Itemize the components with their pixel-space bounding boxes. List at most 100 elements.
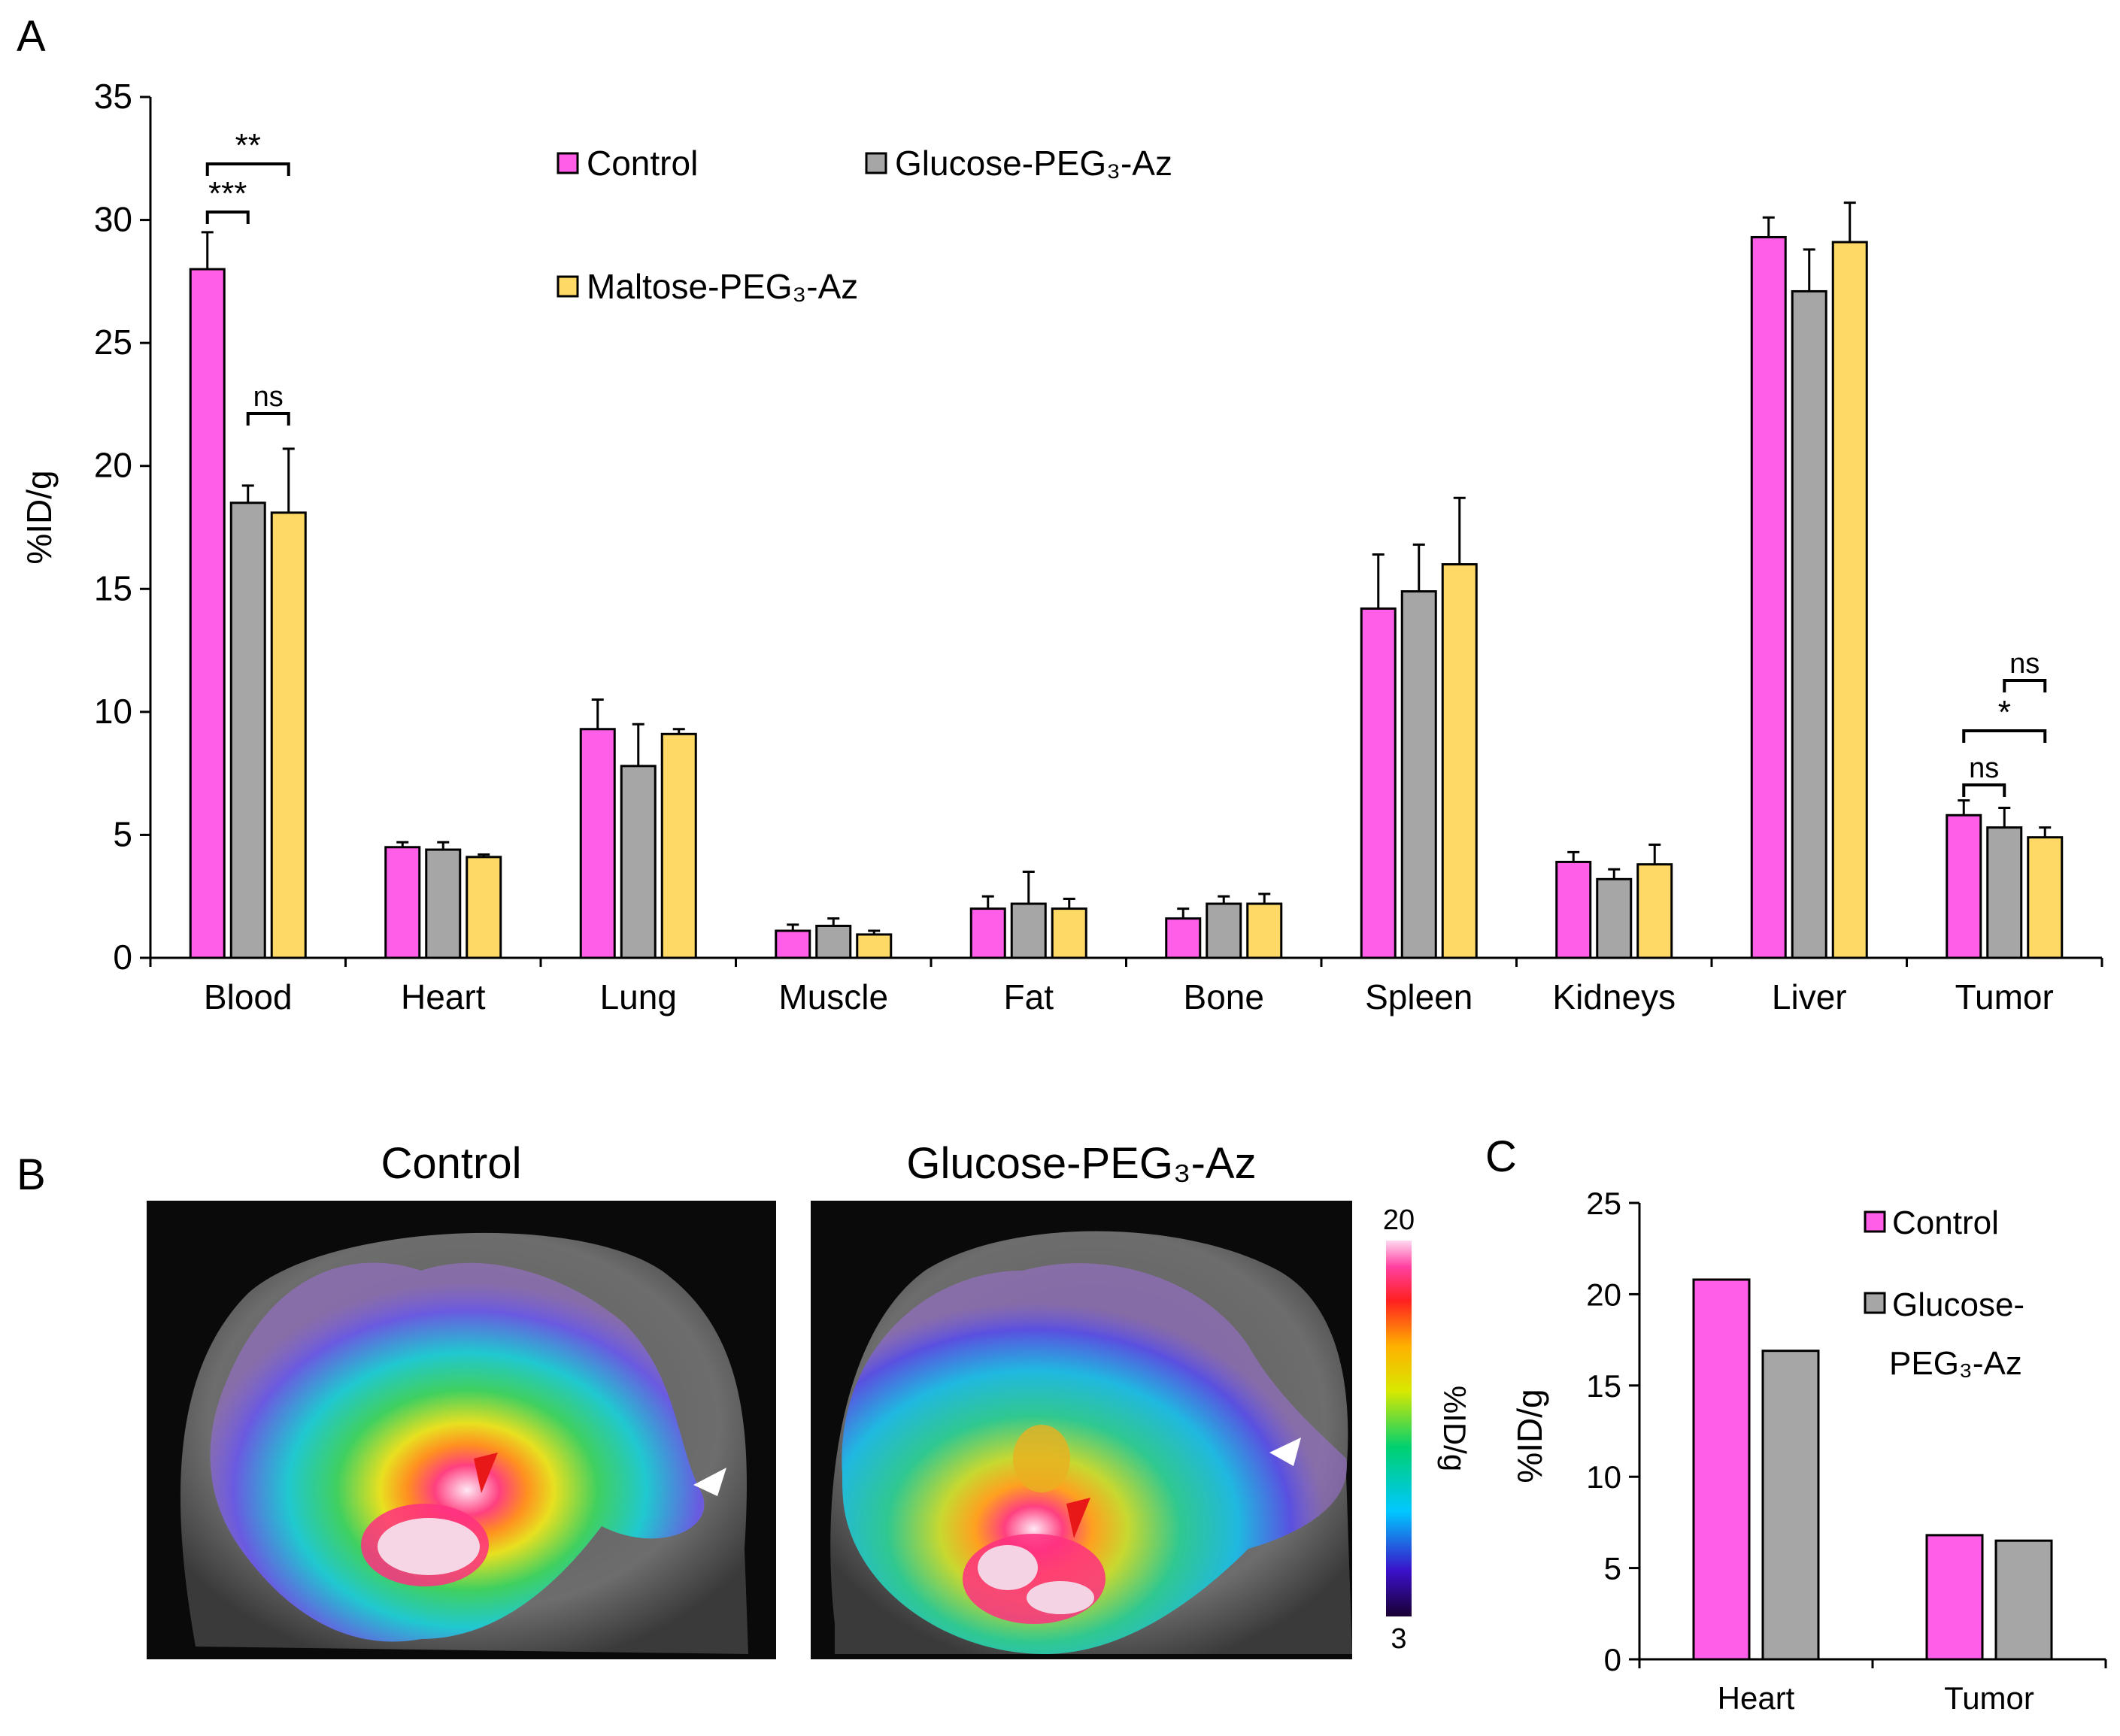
y-tick-label: 0	[1604, 1642, 1621, 1677]
colorbar-label: %ID/g	[1437, 1386, 1472, 1471]
significance-label: **	[235, 127, 261, 164]
significance-bracket	[2003, 679, 2047, 692]
y-tick-label: 25	[1586, 1186, 1621, 1221]
bar-spleen-1	[1400, 590, 1437, 959]
y-tick-label: 20	[1586, 1277, 1621, 1312]
legend-label-glucose-c-1: Glucose-	[1892, 1286, 2024, 1323]
colorbar-min: 3	[1391, 1623, 1406, 1655]
bar-spleen-0	[1360, 607, 1397, 959]
bar-heart-1	[425, 848, 462, 959]
significance-bracket	[246, 412, 290, 426]
bar-kidneys-1	[1596, 877, 1633, 959]
bar-muscle-2	[856, 933, 893, 959]
bar-tumor-1	[1994, 1539, 2053, 1661]
bar-heart-1	[1761, 1350, 1820, 1661]
bar-bone-1	[1206, 902, 1242, 959]
significance-bracket	[1962, 729, 2047, 743]
legend-label-glucose: Glucose-PEG₃-Az	[895, 144, 1172, 183]
bar-muscle-0	[775, 929, 811, 959]
chart-c-ylabel: %ID/g	[1510, 1389, 1549, 1483]
significance-bracket	[1962, 783, 2006, 797]
bar-lung-1	[620, 765, 657, 959]
image-title-control: Control	[381, 1139, 522, 1188]
y-tick-label: 10	[94, 692, 132, 731]
category-label-lung: Lung	[600, 977, 677, 1016]
significance-label: ***	[208, 175, 247, 212]
chart-c: %ID/g 0 5 10 15 20 25 Heart Tumor Control Gluc…	[1510, 1186, 2107, 1716]
category-label-liver: Liver	[1772, 977, 1847, 1016]
y-tick-label: 10	[1586, 1459, 1621, 1495]
chart-a-legend: Control Glucose-PEG₃-Az Maltose-PEG₃-Az	[557, 144, 1172, 306]
y-tick-label: 5	[113, 814, 132, 853]
bar-muscle-1	[815, 924, 852, 959]
chart-a: %ID/g 0 5 10 15 20 25 30 35 Blood Heart Lung Muscl…	[20, 77, 2103, 1016]
legend-swatch-glucose-c	[1864, 1292, 1886, 1314]
significance-label: *	[1998, 694, 2011, 731]
bar-fat-0	[969, 907, 1006, 959]
bar-kidneys-2	[1636, 863, 1673, 959]
y-tick-label: 20	[94, 446, 132, 485]
chart-c-legend: Control Glucose- PEG₃-Az	[1864, 1204, 2024, 1382]
bar-tumor-2	[2027, 836, 2064, 959]
colorbar: 20 3 %ID/g	[1383, 1204, 1472, 1655]
chart-a-ylabel: %ID/g	[20, 470, 59, 564]
y-tick-label: 30	[94, 200, 132, 239]
panel-label-a: A	[17, 12, 46, 61]
pet-ct-image-glucose	[811, 1201, 1352, 1659]
significance-label: ns	[253, 381, 284, 413]
category-label-fat: Fat	[1004, 977, 1054, 1016]
category-label-spleen: Spleen	[1365, 977, 1472, 1016]
bar-kidneys-0	[1555, 860, 1592, 959]
image-title-glucose: Glucose-PEG₃-Az	[906, 1139, 1256, 1188]
bar-blood-0	[189, 268, 226, 959]
bar-lung-0	[579, 728, 616, 959]
bar-blood-2	[270, 511, 307, 959]
category-label-tumor: Tumor	[1944, 1680, 2034, 1716]
chart-c-bars	[1692, 1278, 2053, 1661]
category-label-muscle: Muscle	[778, 977, 888, 1016]
colorbar-max: 20	[1383, 1204, 1415, 1236]
panel-label-b: B	[17, 1150, 46, 1199]
y-tick-label: 15	[94, 568, 132, 607]
bar-tumor-0	[1946, 813, 1982, 959]
bar-heart-0	[384, 846, 421, 959]
category-label-heart: Heart	[1718, 1680, 1795, 1716]
legend-label-maltose: Maltose-PEG₃-Az	[587, 267, 858, 306]
bar-bone-0	[1165, 917, 1202, 959]
chart-c-category-labels: Heart Tumor	[1718, 1680, 2034, 1716]
chart-a-bars	[189, 201, 2064, 959]
chart-a-y-ticks: 0 5 10 15 20 25 30 35	[94, 77, 150, 977]
legend-swatch-glucose	[865, 152, 887, 174]
y-tick-label: 35	[94, 77, 132, 116]
bar-blood-1	[229, 501, 266, 959]
panel-b-images: Control Glucose-PEG₃-Az 20	[147, 1139, 1472, 1659]
bar-liver-0	[1750, 235, 1787, 959]
pet-ct-image-control	[147, 1201, 776, 1659]
significance-label: ns	[2009, 648, 2040, 680]
colorbar-gradient	[1386, 1241, 1412, 1616]
category-label-heart: Heart	[401, 977, 486, 1016]
legend-label-glucose-c-2: PEG₃-Az	[1889, 1345, 2022, 1382]
category-label-kidneys: Kidneys	[1552, 977, 1676, 1016]
legend-swatch-maltose	[557, 275, 579, 298]
bar-bone-2	[1246, 902, 1283, 959]
legend-swatch-control-c	[1864, 1210, 1886, 1233]
significance-bracket	[205, 211, 250, 224]
bar-spleen-2	[1441, 563, 1478, 959]
significance-bracket	[205, 162, 290, 176]
category-label-tumor: Tumor	[1955, 977, 2054, 1016]
bar-heart-2	[466, 856, 502, 959]
bar-fat-2	[1051, 907, 1087, 959]
bar-liver-1	[1791, 289, 1827, 959]
legend-label-control-c: Control	[1892, 1204, 1999, 1241]
y-tick-label: 25	[94, 323, 132, 362]
bar-tumor-1	[1986, 826, 2023, 959]
category-label-bone: Bone	[1184, 977, 1264, 1016]
chart-c-y-ticks: 0 5 10 15 20 25	[1586, 1186, 1639, 1677]
bar-fat-1	[1010, 902, 1047, 959]
significance-label: ns	[1969, 753, 1999, 784]
y-tick-label: 5	[1604, 1551, 1621, 1586]
bar-lung-2	[660, 732, 697, 959]
